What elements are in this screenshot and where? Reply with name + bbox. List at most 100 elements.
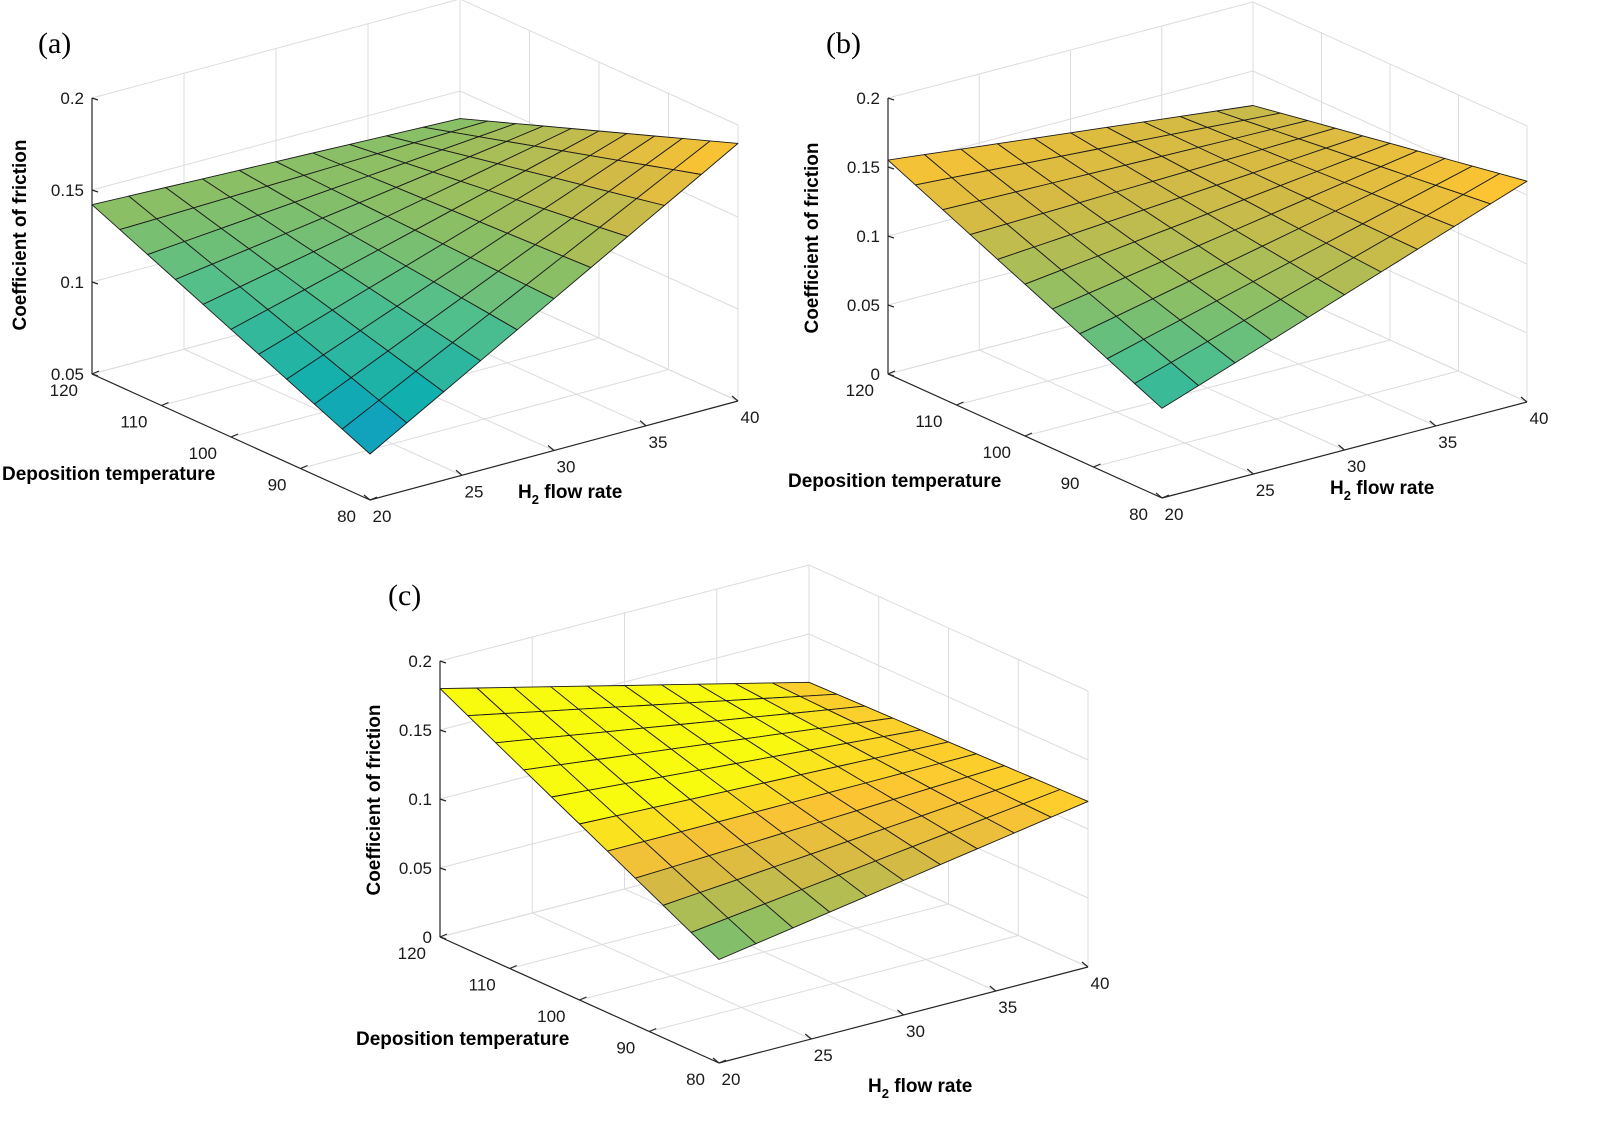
z-axis-title: Coefficient of friction — [364, 704, 385, 895]
subplot-c: 0 0.05 0.1 0.15 0.2 80 90 100 110 120 20 25 30 35 40 (c… — [356, 564, 1110, 1101]
grid-line — [91, 0, 739, 126]
z-tick-mark — [887, 97, 895, 101]
h2-axis-title: H2 flow rate — [1330, 478, 1434, 503]
axes: 0 0.05 0.1 0.15 0.2 80 90 100 110 120 20 25 30 35 40 — [398, 652, 1110, 1089]
axes: 0 0.05 0.1 0.15 0.2 80 90 100 110 120 20 25 30 35 40 — [846, 89, 1549, 524]
temperature-tick-label: 100 — [537, 1007, 565, 1026]
temperature-tick-mark — [300, 464, 308, 470]
panel-label: (c) — [388, 579, 421, 612]
h2-tick-mark — [1155, 492, 1163, 499]
temperature-tick-mark — [439, 933, 448, 938]
h2-tick-label: 35 — [1438, 433, 1457, 452]
surface — [91, 118, 739, 455]
z-tick-label: 0.1 — [408, 790, 432, 809]
temperature-axis-title: Deposition temperature — [356, 1029, 569, 1050]
h2-tick-mark — [455, 469, 463, 476]
h2-tick-label: 25 — [814, 1046, 833, 1065]
z-tick-label: 0.2 — [408, 652, 432, 671]
z-tick-mark — [887, 304, 895, 308]
h2-tick-label: 30 — [1347, 457, 1366, 476]
h2-tick-label: 40 — [741, 408, 760, 427]
h2-tick-mark — [547, 445, 555, 451]
h2-axis-title: H2 flow rate — [868, 1076, 972, 1101]
temperature-tick-label: 120 — [398, 944, 426, 963]
temperature-tick-mark — [1024, 432, 1033, 437]
h2-tick-mark — [363, 494, 371, 501]
grid-line — [439, 564, 1089, 692]
z-tick-mark — [887, 166, 895, 170]
z-tick-label: 0.1 — [60, 273, 84, 292]
z-tick-label: 0 — [423, 928, 432, 947]
temperature-tick-label: 80 — [1129, 505, 1148, 524]
h2-tick-mark — [804, 1033, 812, 1040]
z-tick-mark — [91, 373, 99, 377]
panel-label: (b) — [826, 27, 861, 60]
z-tick-label: 0.05 — [847, 296, 880, 315]
z-tick-label: 0.1 — [856, 227, 880, 246]
z-axis-title: Coefficient of friction — [802, 142, 823, 333]
subplot-b: 0 0.05 0.1 0.15 0.2 80 90 100 110 120 20 25 30 35 40 (b… — [788, 1, 1549, 524]
z-tick-label: 0.05 — [399, 859, 432, 878]
z-tick-mark — [91, 97, 99, 101]
temperature-tick-mark — [161, 401, 169, 407]
temperature-tick-mark — [579, 996, 587, 1001]
h2-tick-mark — [989, 985, 997, 992]
z-tick-label: 0.2 — [60, 89, 84, 108]
temperature-tick-mark — [718, 1059, 727, 1064]
grid-line — [300, 369, 669, 469]
surface-cell — [341, 399, 408, 455]
grid-line — [649, 935, 1019, 1032]
z-tick-label: 0.05 — [51, 365, 84, 384]
z-tick-mark — [439, 936, 447, 940]
temperature-tick-mark — [369, 496, 378, 501]
temperature-axis-title: Deposition temperature — [2, 464, 215, 485]
surface — [887, 105, 1528, 409]
h2-tick-label: 30 — [906, 1022, 925, 1041]
temperature-tick-mark — [1161, 494, 1170, 499]
z-tick-label: 0 — [871, 365, 880, 384]
z-tick-label: 0.15 — [51, 181, 84, 200]
temperature-tick-label: 90 — [268, 476, 287, 495]
z-axis-title: Coefficient of friction — [10, 139, 31, 330]
h2-tick-label: 25 — [1256, 481, 1275, 500]
temperature-tick-label: 100 — [983, 443, 1011, 462]
grid-line — [1093, 370, 1459, 468]
temperature-tick-label: 90 — [616, 1039, 635, 1058]
temperature-tick-mark — [509, 964, 517, 970]
h2-tick-mark — [731, 395, 739, 402]
h2-tick-label: 20 — [373, 507, 392, 526]
axes: 0.05 0.1 0.15 0.2 80 90 100 110 120 20 25 30 35 40 — [50, 89, 760, 526]
temperature-tick-label: 100 — [189, 444, 217, 463]
z-tick-mark — [439, 729, 447, 733]
h2-tick-mark — [1246, 468, 1254, 475]
z-tick-label: 0.15 — [399, 721, 432, 740]
h2-tick-label: 35 — [649, 433, 668, 452]
h2-tick-mark — [1081, 961, 1089, 968]
h2-tick-mark — [639, 420, 647, 427]
temperature-tick-mark — [956, 401, 964, 406]
z-tick-mark — [91, 281, 99, 285]
z-tick-label: 0.2 — [856, 89, 880, 108]
surface-cell — [690, 917, 757, 960]
temperature-tick-label: 110 — [120, 413, 147, 432]
h2-tick-label: 25 — [465, 482, 484, 501]
temperature-tick-label: 80 — [686, 1070, 705, 1089]
temperature-tick-label: 90 — [1061, 474, 1080, 493]
temperature-tick-label: 120 — [846, 381, 874, 400]
temperature-tick-mark — [230, 433, 239, 438]
grid-line — [579, 903, 949, 1001]
grid-line — [887, 1, 1528, 127]
temperature-tick-mark — [91, 370, 100, 375]
temperature-tick-mark — [887, 370, 896, 375]
surface-cell — [1134, 362, 1199, 409]
z-tick-mark — [887, 235, 895, 239]
grid-line — [1024, 339, 1391, 437]
temperature-tick-label: 110 — [469, 976, 496, 995]
temperature-tick-label: 120 — [50, 381, 78, 400]
surface — [439, 681, 1089, 960]
h2-tick-mark — [1338, 444, 1345, 451]
h2-axis-title: H2 flow rate — [518, 482, 622, 507]
h2-tick-label: 40 — [1091, 974, 1110, 993]
subplot-a: 0.05 0.1 0.15 0.2 80 90 100 110 120 20 25 30 35 40 (a)… — [2, 0, 759, 526]
